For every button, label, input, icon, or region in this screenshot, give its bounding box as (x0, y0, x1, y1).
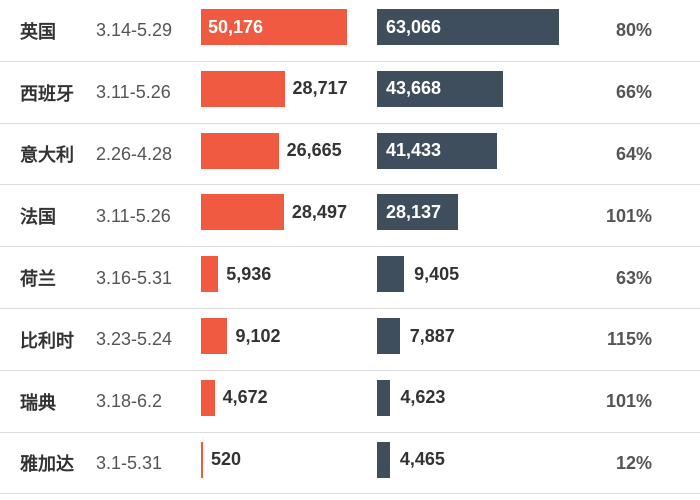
value-label-series-a: 28,717 (292, 78, 348, 99)
value-label-series-b: 28,137 (386, 201, 442, 222)
bar-series-b (377, 132, 497, 169)
value-label-series-a: 5,936 (226, 263, 272, 284)
country-label: 西班牙 (20, 83, 74, 105)
bar-series-b (377, 379, 391, 416)
period-label: 3.11-5.26 (96, 205, 171, 226)
period-label: 3.11-5.26 (96, 82, 171, 103)
table-row: 荷兰 3.16-5.31 5,936 9,405 63% (0, 247, 700, 309)
table-row: 意大利 2.26-4.28 26,665 41,433 64% (0, 124, 700, 186)
bar-series-b (377, 9, 559, 45)
ratio-label: 115% (606, 329, 652, 350)
bar-series-a (201, 70, 285, 107)
table-row: 西班牙 3.11-5.26 28,717 43,668 66% (0, 62, 700, 124)
row-divider (0, 246, 700, 248)
ratio-label: 63% (615, 267, 652, 288)
row-divider (0, 369, 700, 371)
table-row: 比利时 3.23-5.24 9,102 7,887 115% (0, 309, 700, 371)
period-label: 3.14-5.29 (96, 20, 173, 41)
row-divider (0, 184, 700, 186)
table-row: 英国 3.14-5.29 50,176 63,066 80% (0, 0, 700, 62)
ratio-label: 101% (605, 205, 652, 226)
value-label-series-a: 26,665 (286, 140, 342, 161)
bar-series-a (201, 256, 219, 293)
ratio-label: 12% (615, 452, 652, 473)
country-label: 雅加达 (20, 454, 74, 476)
bar-series-a (201, 194, 284, 231)
ratio-label: 64% (615, 143, 652, 164)
period-label: 2.26-4.28 (96, 143, 173, 164)
ratio-label: 101% (605, 391, 652, 412)
period-label: 3.18-6.2 (96, 391, 163, 412)
bar-series-b (377, 194, 459, 231)
value-label-series-a: 4,672 (222, 387, 268, 408)
table-row: 雅加达 3.1-5.31 520 4,465 12% (0, 433, 700, 495)
ratio-label: 80% (615, 20, 652, 41)
country-label: 瑞典 (20, 392, 56, 414)
country-label: 比利时 (20, 330, 74, 352)
country-label: 法国 (20, 207, 56, 229)
value-label-series-a: 28,497 (291, 201, 347, 222)
row-divider (0, 493, 700, 495)
value-label-series-a: 50,176 (208, 16, 264, 37)
row-divider (0, 307, 700, 309)
value-label-series-b: 9,405 (414, 263, 460, 284)
value-label-series-b: 41,433 (386, 140, 442, 161)
row-divider (0, 60, 700, 62)
value-label-series-b: 4,465 (399, 449, 445, 470)
value-label-series-a: 520 (211, 449, 242, 470)
value-label-series-a: 9,102 (235, 325, 281, 346)
bar-series-b (377, 256, 405, 293)
bar-series-a (201, 132, 279, 169)
table-row: 瑞典 3.18-6.2 4,672 4,623 101% (0, 371, 700, 433)
bar-series-a (201, 318, 228, 354)
bar-series-a (201, 441, 203, 478)
period-label: 3.1-5.31 (96, 452, 163, 473)
country-label: 英国 (20, 21, 56, 43)
bar-series-b (377, 70, 504, 107)
value-label-series-b: 4,623 (400, 387, 446, 408)
bar-series-b (377, 318, 400, 354)
value-label-series-b: 63,066 (386, 16, 442, 37)
row-divider (0, 431, 700, 433)
bar-series-b (377, 441, 390, 478)
row-divider (0, 122, 700, 124)
bar-series-a (201, 9, 347, 45)
period-label: 3.16-5.31 (96, 267, 173, 288)
country-label: 意大利 (20, 145, 74, 167)
period-label: 3.23-5.24 (96, 329, 173, 350)
value-label-series-b: 7,887 (409, 325, 455, 346)
ratio-label: 66% (615, 82, 652, 103)
table-row: 法国 3.11-5.26 28,497 28,137 101% (0, 185, 700, 248)
value-label-series-b: 43,668 (386, 78, 442, 99)
bar-series-a (201, 379, 215, 416)
country-label: 荷兰 (20, 269, 56, 291)
